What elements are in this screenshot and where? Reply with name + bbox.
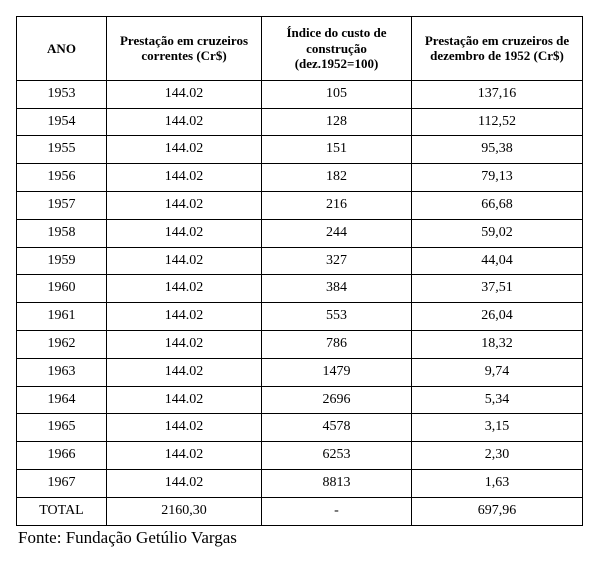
source-citation: Fonte: Fundação Getúlio Vargas (16, 528, 583, 548)
table-cell: 112,52 (412, 108, 583, 136)
table-cell: 144.02 (107, 303, 262, 331)
table-cell: TOTAL (17, 497, 107, 525)
table-cell: 1966 (17, 442, 107, 470)
table-row: 1964144.0226965,34 (17, 386, 583, 414)
col-header-ano: ANO (17, 17, 107, 81)
table-row: 1965144.0245783,15 (17, 414, 583, 442)
table-cell: 9,74 (412, 358, 583, 386)
table-cell: 95,38 (412, 136, 583, 164)
table-cell: 26,04 (412, 303, 583, 331)
table-cell: 144.02 (107, 330, 262, 358)
table-row: 1967144.0288131,63 (17, 469, 583, 497)
table-cell: 18,32 (412, 330, 583, 358)
table-cell: 105 (262, 80, 412, 108)
table-cell: 144.02 (107, 414, 262, 442)
table-cell: 144.02 (107, 275, 262, 303)
table-cell: 2696 (262, 386, 412, 414)
table-cell: 2160,30 (107, 497, 262, 525)
table-cell: 144.02 (107, 136, 262, 164)
table-row: 1955144.0215195,38 (17, 136, 583, 164)
table-row: 1966144.0262532,30 (17, 442, 583, 470)
table-cell: 786 (262, 330, 412, 358)
table-cell: 1953 (17, 80, 107, 108)
table-cell: 1962 (17, 330, 107, 358)
table-row: 1954144.02128112,52 (17, 108, 583, 136)
table-row: 1959144.0232744,04 (17, 247, 583, 275)
table-cell: 1479 (262, 358, 412, 386)
table-cell: 8813 (262, 469, 412, 497)
table-cell: 137,16 (412, 80, 583, 108)
table-cell: 1955 (17, 136, 107, 164)
table-cell: 1963 (17, 358, 107, 386)
table-cell: 1,63 (412, 469, 583, 497)
table-cell: 553 (262, 303, 412, 331)
table-cell: 1954 (17, 108, 107, 136)
table-cell: 4578 (262, 414, 412, 442)
table-cell: 66,68 (412, 191, 583, 219)
table-cell: 1959 (17, 247, 107, 275)
table-cell: 6253 (262, 442, 412, 470)
table-cell: 327 (262, 247, 412, 275)
table-row: 1963144.0214799,74 (17, 358, 583, 386)
table-cell: 144.02 (107, 219, 262, 247)
table-cell: 182 (262, 164, 412, 192)
col-header-pres2: Prestação em cruzeiros de dezembro de 19… (412, 17, 583, 81)
table-row: 1961144.0255326,04 (17, 303, 583, 331)
table-cell: 1967 (17, 469, 107, 497)
table-cell: 144.02 (107, 164, 262, 192)
table-row: 1957144.0221666,68 (17, 191, 583, 219)
table-cell: 5,34 (412, 386, 583, 414)
table-cell: 1964 (17, 386, 107, 414)
table-row: 1958144.0224459,02 (17, 219, 583, 247)
table-cell: 3,15 (412, 414, 583, 442)
table-cell: 151 (262, 136, 412, 164)
table-header-row: ANO Prestação em cruzeiros correntes (Cr… (17, 17, 583, 81)
table-cell: 144.02 (107, 358, 262, 386)
table-cell: 144.02 (107, 80, 262, 108)
table-row: 1962144.0278618,32 (17, 330, 583, 358)
table-cell: 1957 (17, 191, 107, 219)
table-cell: 144.02 (107, 191, 262, 219)
table-cell: 1960 (17, 275, 107, 303)
table-cell: 144.02 (107, 108, 262, 136)
table-cell: 144.02 (107, 469, 262, 497)
table-cell: 37,51 (412, 275, 583, 303)
table-cell: 1961 (17, 303, 107, 331)
table-cell: 144.02 (107, 247, 262, 275)
table-cell: 79,13 (412, 164, 583, 192)
table-cell: 216 (262, 191, 412, 219)
table-cell: 1956 (17, 164, 107, 192)
table-cell: 144.02 (107, 442, 262, 470)
table-row: 1956144.0218279,13 (17, 164, 583, 192)
table-cell: - (262, 497, 412, 525)
table-row: 1953144.02105137,16 (17, 80, 583, 108)
table-cell: 384 (262, 275, 412, 303)
table-cell: 2,30 (412, 442, 583, 470)
table-cell: 244 (262, 219, 412, 247)
table-cell: 697,96 (412, 497, 583, 525)
table-body: 1953144.02105137,161954144.02128112,5219… (17, 80, 583, 525)
table-cell: 128 (262, 108, 412, 136)
table-row: TOTAL2160,30-697,96 (17, 497, 583, 525)
col-header-idx: Índice do custo de construção (dez.1952=… (262, 17, 412, 81)
table-cell: 1965 (17, 414, 107, 442)
col-header-pres1: Prestação em cruzeiros correntes (Cr$) (107, 17, 262, 81)
table-cell: 1958 (17, 219, 107, 247)
table-row: 1960144.0238437,51 (17, 275, 583, 303)
table-cell: 59,02 (412, 219, 583, 247)
table-cell: 44,04 (412, 247, 583, 275)
data-table: ANO Prestação em cruzeiros correntes (Cr… (16, 16, 583, 526)
table-cell: 144.02 (107, 386, 262, 414)
